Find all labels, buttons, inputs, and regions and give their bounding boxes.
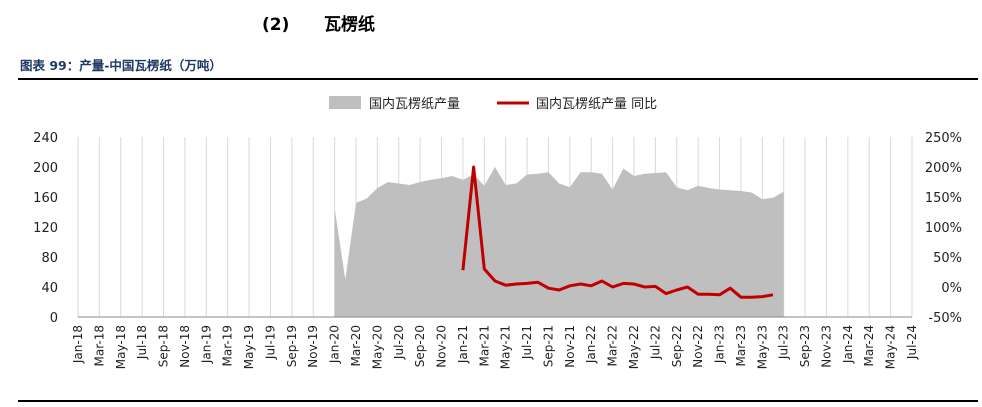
x-axis-tick-label: May-19 xyxy=(242,325,256,369)
chart-legend: 国内瓦楞纸产量 国内瓦楞纸产量 同比 xyxy=(329,96,657,112)
right-axis-tick-label: 100% xyxy=(925,221,962,236)
x-axis-tick-label: Mar-19 xyxy=(221,325,235,366)
bottom-rule xyxy=(18,400,978,402)
x-axis-tick-label: May-23 xyxy=(755,325,769,369)
legend-label-yoy: 国内瓦楞纸产量 同比 xyxy=(536,96,657,112)
x-axis-tick-label: Mar-18 xyxy=(92,325,106,366)
x-axis-tick-label: Jul-24 xyxy=(905,325,919,360)
area-series-production xyxy=(334,167,784,317)
section-title: 瓦楞纸 xyxy=(324,15,375,35)
x-axis-tick-label: May-18 xyxy=(114,325,128,369)
x-axis-tick-label: Jul-19 xyxy=(263,325,277,360)
right-axis-tick-label: 150% xyxy=(925,191,962,206)
x-axis-tick-label: Jul-21 xyxy=(520,325,534,360)
figure-caption: 图表 99：产量-中国瓦楞纸（万吨） xyxy=(20,58,222,73)
left-axis-tick-label: 80 xyxy=(41,251,58,266)
x-axis-tick-label: Nov-23 xyxy=(819,325,833,368)
x-axis-tick-label: May-20 xyxy=(370,325,384,369)
right-axis-tick-label: 200% xyxy=(925,161,962,176)
x-axis-tick-label: Jan-22 xyxy=(584,325,598,364)
left-axis-tick-label: 40 xyxy=(41,281,58,296)
x-axis-tick-label: Mar-21 xyxy=(477,325,491,366)
top-rule xyxy=(18,78,978,80)
x-axis-tick-label: Jul-18 xyxy=(135,325,149,360)
left-axis-tick-label: 200 xyxy=(33,161,58,176)
x-axis-tick-label: Jan-20 xyxy=(328,325,342,364)
x-axis-tick-label: May-22 xyxy=(627,325,641,369)
left-axis-tick-label: 160 xyxy=(33,191,58,206)
chart-plot-area xyxy=(334,165,784,317)
x-axis-tick-label: Jan-18 xyxy=(71,325,85,364)
x-axis-tick-label: Jul-23 xyxy=(777,325,791,360)
x-axis-tick-label: Mar-23 xyxy=(734,325,748,366)
x-axis-tick-label: Nov-21 xyxy=(563,325,577,368)
x-axis-tick-label: Jan-19 xyxy=(199,325,213,364)
x-axis-tick-label: May-24 xyxy=(884,325,898,369)
x-axis-tick-label: Mar-24 xyxy=(862,325,876,366)
x-axis-tick-label: Jul-22 xyxy=(648,325,662,360)
right-axis-tick-label: 50% xyxy=(933,251,962,266)
x-axis-tick-label: Mar-22 xyxy=(606,325,620,366)
x-axis-tick-label: Sep-19 xyxy=(285,325,299,367)
right-axis-tick-label: 250% xyxy=(925,131,962,146)
x-axis-tick-label: Sep-18 xyxy=(157,325,171,367)
legend-label-production: 国内瓦楞纸产量 xyxy=(369,96,460,112)
section-heading: (2) 瓦楞纸 xyxy=(262,10,375,35)
x-axis-tick-label: Jan-23 xyxy=(713,325,727,364)
x-axis-tick-label: Jul-20 xyxy=(392,325,406,360)
x-axis-tick-label: May-21 xyxy=(499,325,513,369)
x-axis-tick-label: Mar-20 xyxy=(349,325,363,366)
x-axis-tick-label: Sep-22 xyxy=(670,325,684,367)
chart-axes: 0 40 80 120 160 200 240 -50% 0% 50% 100% 150% 200% 25… xyxy=(33,131,962,369)
x-axis-tick-label: Nov-18 xyxy=(178,325,192,368)
x-axis-tick-label: Sep-23 xyxy=(798,325,812,367)
legend-swatch-production xyxy=(329,96,361,109)
right-axis-tick-label: -50% xyxy=(928,311,962,326)
x-axis-tick-label: Jan-21 xyxy=(456,325,470,364)
left-axis-tick-label: 240 xyxy=(33,131,58,146)
x-axis-tick-label: Jan-24 xyxy=(841,325,855,364)
line-series-yoy xyxy=(461,165,774,299)
section-number: (2) xyxy=(262,15,290,35)
x-axis-tick-label: Nov-20 xyxy=(435,325,449,368)
left-axis-tick-label: 120 xyxy=(33,221,58,236)
x-axis-tick-label: Sep-20 xyxy=(413,325,427,367)
x-axis-tick-label: Sep-21 xyxy=(541,325,555,367)
x-axis-tick-label: Nov-19 xyxy=(306,325,320,368)
right-axis-tick-label: 0% xyxy=(941,281,962,296)
x-axis-tick-label: Nov-22 xyxy=(691,325,705,368)
left-axis-tick-label: 0 xyxy=(50,311,58,326)
